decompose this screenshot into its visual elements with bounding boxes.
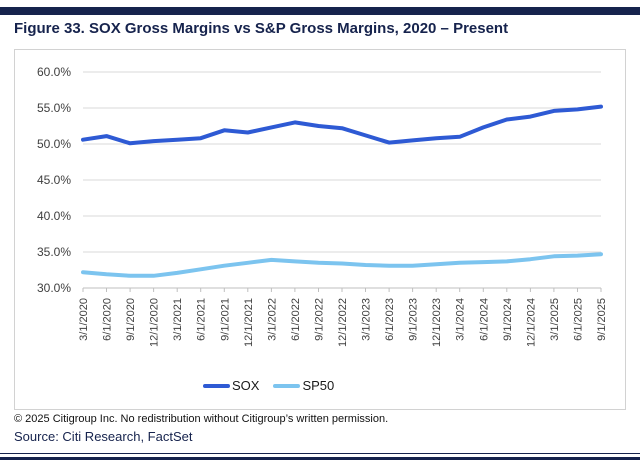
svg-text:9/1/2020: 9/1/2020 — [125, 298, 137, 341]
svg-text:6/1/2022: 6/1/2022 — [290, 298, 302, 341]
svg-text:3/1/2020: 3/1/2020 — [78, 298, 90, 341]
legend-label-sox: SOX — [232, 378, 260, 393]
svg-text:12/1/2022: 12/1/2022 — [337, 298, 349, 347]
svg-text:12/1/2021: 12/1/2021 — [243, 298, 255, 347]
svg-text:3/1/2022: 3/1/2022 — [266, 298, 278, 341]
chart-legend: SOX SP50 — [203, 378, 334, 393]
svg-text:9/1/2024: 9/1/2024 — [502, 298, 514, 341]
svg-text:6/1/2020: 6/1/2020 — [102, 298, 114, 341]
svg-text:60.0%: 60.0% — [37, 65, 71, 79]
chart-panel: 60.0% 55.0% 50.0% 45.0% 40.0% 35.0% 30.0% 3/1/2… — [14, 49, 626, 410]
copyright-text: © 2025 Citigroup Inc. No redistribution … — [14, 413, 389, 425]
legend-item-sox: SOX — [203, 378, 259, 393]
source-text: Source: Citi Research, FactSet — [14, 429, 193, 444]
svg-text:3/1/2025: 3/1/2025 — [549, 298, 561, 341]
figure-title: Figure 33. SOX Gross Margins vs S&P Gros… — [14, 20, 509, 37]
svg-text:40.0%: 40.0% — [37, 209, 71, 223]
svg-text:9/1/2023: 9/1/2023 — [408, 298, 420, 341]
legend-label-sp50: SP50 — [302, 378, 335, 393]
svg-text:6/1/2024: 6/1/2024 — [478, 298, 490, 341]
svg-text:50.0%: 50.0% — [37, 137, 71, 151]
svg-text:6/1/2021: 6/1/2021 — [196, 298, 208, 341]
svg-text:55.0%: 55.0% — [37, 101, 71, 115]
sp50-line-swatch-icon — [273, 383, 301, 388]
svg-text:45.0%: 45.0% — [37, 173, 71, 187]
svg-text:6/1/2023: 6/1/2023 — [384, 298, 396, 341]
svg-text:12/1/2020: 12/1/2020 — [149, 298, 161, 347]
svg-text:3/1/2024: 3/1/2024 — [455, 298, 467, 341]
svg-text:3/1/2021: 3/1/2021 — [172, 298, 184, 341]
sox-line-swatch-icon — [203, 383, 230, 388]
svg-text:9/1/2025: 9/1/2025 — [596, 298, 608, 341]
svg-text:9/1/2021: 9/1/2021 — [219, 298, 231, 341]
svg-text:30.0%: 30.0% — [37, 281, 71, 295]
top-accent-bar — [0, 7, 640, 15]
line-chart: 60.0% 55.0% 50.0% 45.0% 40.0% 35.0% 30.0% 3/1/2… — [37, 65, 608, 347]
svg-text:12/1/2023: 12/1/2023 — [431, 298, 443, 347]
svg-text:9/1/2022: 9/1/2022 — [314, 298, 326, 341]
svg-text:35.0%: 35.0% — [37, 245, 71, 259]
svg-text:12/1/2024: 12/1/2024 — [525, 298, 537, 347]
legend-item-sp50: SP50 — [273, 378, 334, 393]
svg-text:3/1/2023: 3/1/2023 — [361, 298, 373, 341]
svg-text:6/1/2025: 6/1/2025 — [573, 298, 585, 341]
